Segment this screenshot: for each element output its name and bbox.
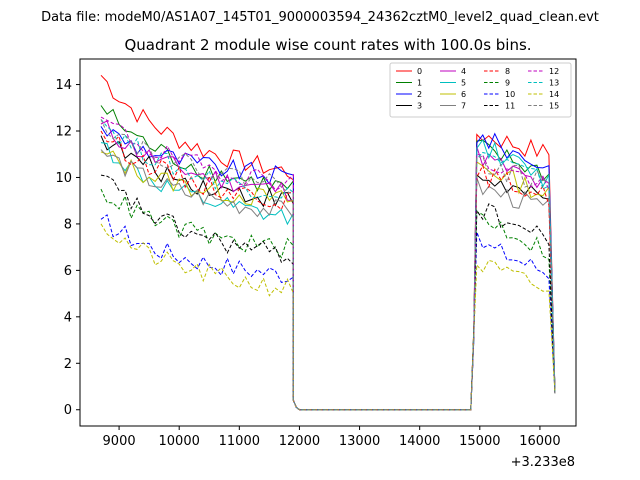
y-tick-label: 14 [55, 78, 72, 93]
y-tick-label: 12 [55, 125, 72, 140]
series-line-0 [100, 74, 556, 411]
series-line-5 [100, 138, 556, 411]
x-tick-label: 16000 [519, 434, 560, 449]
legend-label-8: 8 [505, 67, 510, 76]
x-tick-label: 13000 [339, 434, 380, 449]
legend-label-3: 3 [417, 102, 422, 111]
x-tick-label: 12000 [279, 434, 320, 449]
legend-label-7: 7 [461, 102, 466, 111]
y-tick-label: 6 [64, 264, 72, 279]
legend-label-6: 6 [461, 90, 466, 99]
series-line-1 [100, 105, 556, 411]
legend-label-4: 4 [461, 67, 466, 76]
legend-label-0: 0 [417, 67, 422, 76]
series-line-12 [100, 116, 556, 411]
x-tick-label: 10000 [159, 434, 200, 449]
plot-area: 9000 10000 11000 12000 13000 14000 15000 16000 0… [55, 58, 577, 449]
y-tick-label: 0 [64, 403, 72, 418]
x-tick-label: 15000 [459, 434, 500, 449]
series-line-13 [100, 119, 556, 411]
y-tick-label: 2 [64, 357, 72, 372]
legend-label-14: 14 [549, 90, 559, 99]
y-tick-label: 4 [64, 310, 72, 325]
x-offset-label: +3.233e8 [511, 455, 575, 470]
series-line-9 [100, 188, 556, 411]
legend-label-1: 1 [417, 79, 422, 88]
legend-label-5: 5 [461, 79, 466, 88]
legend-label-13: 13 [549, 79, 559, 88]
legend-label-15: 15 [549, 102, 559, 111]
chart-title: Quadrant 2 module wise count rates with … [124, 36, 531, 54]
x-tick-label: 11000 [219, 434, 260, 449]
series-line-8 [100, 130, 556, 411]
legend-label-12: 12 [549, 67, 559, 76]
x-tick-label: 14000 [399, 434, 440, 449]
x-tick-label: 9000 [103, 434, 136, 449]
legend-label-11: 11 [505, 102, 515, 111]
series-line-15 [100, 119, 556, 411]
axes-frame [79, 58, 577, 427]
y-tick-label: 8 [64, 217, 72, 232]
series-line-14 [100, 223, 556, 411]
series-line-6 [100, 150, 556, 411]
legend-box [389, 62, 572, 118]
series-line-10 [100, 214, 556, 411]
y-tick-label: 10 [55, 171, 72, 186]
legend-label-10: 10 [505, 90, 515, 99]
series-line-7 [100, 149, 556, 411]
legend-label-9: 9 [505, 79, 510, 88]
series-line-11 [100, 174, 556, 411]
chart-suptitle: Data file: modeM0/AS1A07_145T01_90000035… [41, 10, 599, 25]
legend-label-2: 2 [417, 90, 422, 99]
series-line-4 [100, 120, 556, 411]
